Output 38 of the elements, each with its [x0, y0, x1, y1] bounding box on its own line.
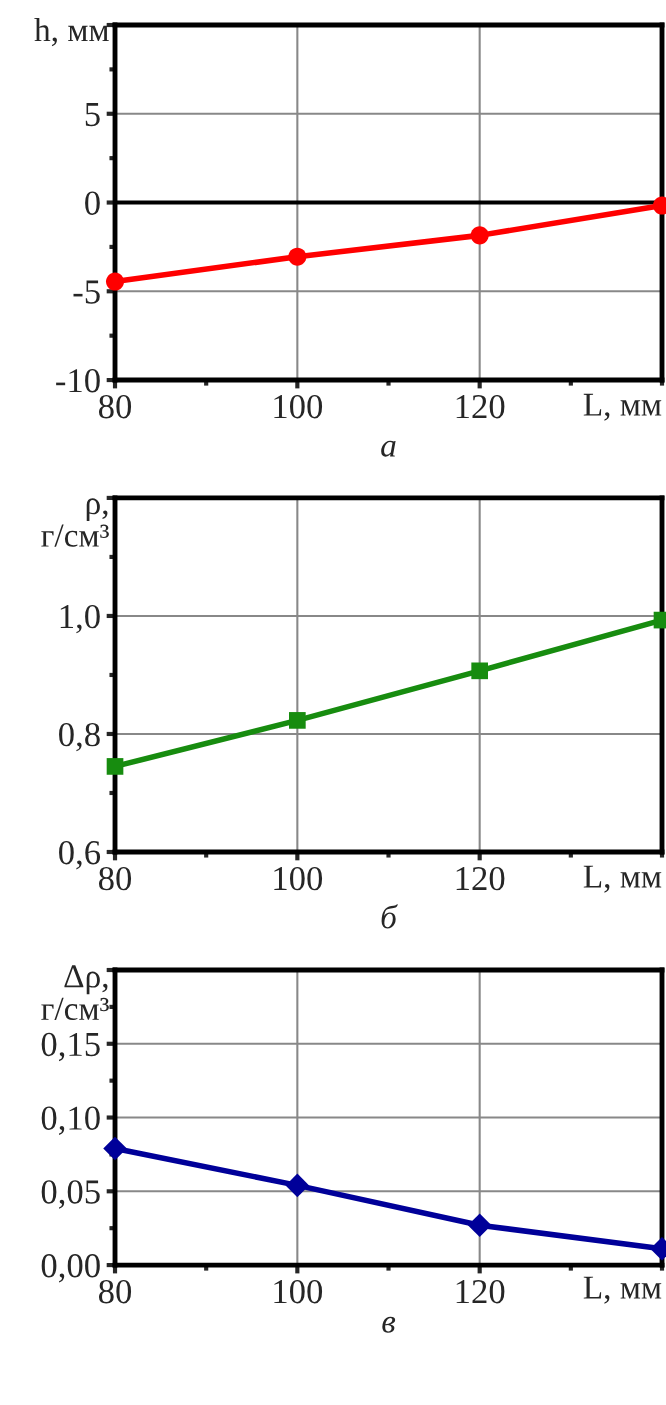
y-axis-title: ρ, г/см³	[41, 498, 109, 547]
text: а	[381, 440, 396, 457]
x-axis-title: L, мм	[583, 865, 662, 893]
text: в	[382, 1316, 396, 1333]
y-tick-label: 5	[85, 103, 100, 127]
point	[467, 1213, 492, 1238]
y-tick-label: 0,15	[41, 1032, 100, 1062]
x-axis-title: L, мм	[583, 1276, 662, 1304]
y-axis-title: h, мм	[34, 17, 109, 47]
x-tick-label: 120	[456, 394, 505, 419]
y-tick-label: 0,6	[59, 840, 101, 870]
point	[470, 226, 489, 245]
text: б	[381, 904, 398, 929]
x-axis-title: L, мм	[583, 393, 662, 421]
x-tick-label: 100	[274, 1279, 323, 1304]
y-tick-label: 0,05	[41, 1180, 100, 1209]
x-tick-label: 80	[98, 394, 132, 419]
point	[103, 1136, 127, 1161]
y-tick-label: -10	[56, 369, 100, 393]
y-axis-title: Δρ, г/см³	[41, 965, 109, 1021]
x-tick-label: 80	[98, 1279, 132, 1304]
y-tick-label: -5	[73, 280, 100, 304]
point	[106, 758, 124, 775]
x-tick-label: 80	[98, 866, 132, 891]
x-tick-label: 100	[274, 394, 323, 419]
x-tick-label: 100	[274, 866, 323, 891]
y-tick-label: 0,10	[41, 1106, 100, 1135]
x-tick-label: 120	[456, 866, 505, 891]
point	[288, 247, 307, 266]
y-tick-label: 0	[85, 191, 100, 215]
point	[285, 1173, 310, 1198]
point	[105, 272, 125, 291]
y-tick-label: 0,8	[59, 722, 100, 752]
x-tick-label: 120	[456, 1279, 505, 1304]
point	[471, 662, 489, 680]
y-tick-label: 0,00	[41, 1254, 100, 1283]
y-tick-label: 1,0	[60, 604, 100, 634]
point	[289, 712, 306, 729]
